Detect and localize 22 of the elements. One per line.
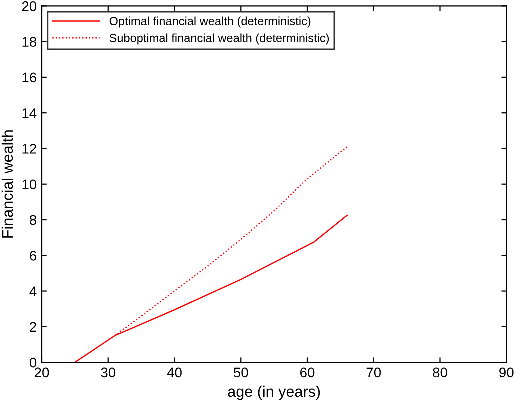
x-tick-label: 80 bbox=[433, 368, 448, 378]
x-axis-title: age (in years) bbox=[228, 386, 320, 400]
y-tick-label: 8 bbox=[30, 215, 37, 226]
x-tick-label: 70 bbox=[366, 368, 382, 378]
y-tick-label: 4 bbox=[30, 286, 37, 296]
x-tick-label: 30 bbox=[101, 368, 116, 378]
y-tick-label: 20 bbox=[22, 2, 37, 12]
y-tick-label: 14 bbox=[22, 108, 37, 118]
legend-label: Suboptimal financial wealth (deterministic) bbox=[110, 34, 330, 45]
y-tick-label: 0 bbox=[30, 358, 37, 368]
y-tick-label: 6 bbox=[30, 250, 37, 261]
x-tick-label: 40 bbox=[167, 368, 182, 378]
y-tick-label: 10 bbox=[22, 180, 37, 190]
y-tick-label: 12 bbox=[22, 144, 36, 154]
y-axis-title: Financial wealth bbox=[2, 130, 14, 238]
y-tick-label: 16 bbox=[22, 72, 37, 83]
x-tick-label: 60 bbox=[300, 368, 315, 378]
y-tick-label: 18 bbox=[22, 37, 37, 47]
y-tick-label: 2 bbox=[30, 322, 36, 332]
legend-label: Optimal financial wealth (deterministic) bbox=[110, 16, 311, 28]
x-tick-label: 50 bbox=[234, 368, 248, 378]
x-tick-label: 90 bbox=[500, 368, 514, 378]
